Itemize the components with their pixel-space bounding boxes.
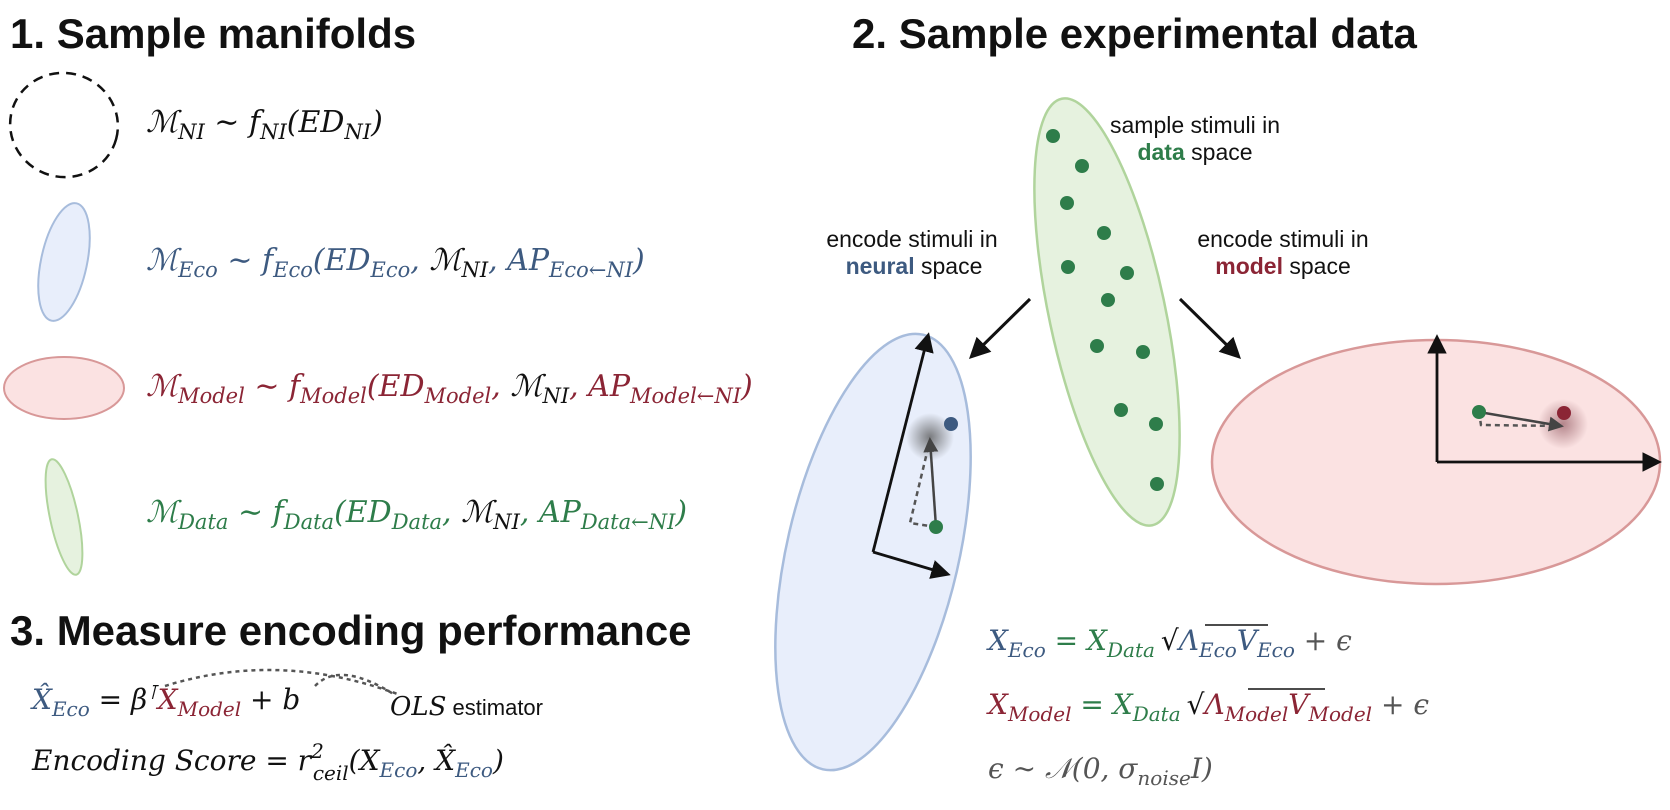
heading-sample-manifolds: 1. Sample manifolds — [10, 10, 416, 57]
manifold-eco-shape — [37, 202, 91, 322]
model-encoding-arrow — [1478, 410, 1564, 432]
data-space-point — [1149, 417, 1163, 431]
model-source-point — [1472, 405, 1486, 419]
formula-manifold-data: ℳData ∼ fData(EDData, ℳNI, APData←NI) — [146, 495, 687, 534]
neural-dotted-path — [908, 439, 937, 529]
equation-estimate: X̂Eco = β⊺XModel + b — [30, 680, 300, 721]
data-space-label-line2: data space — [1137, 139, 1252, 165]
equation-encoding-score: Encoding Score = r2 ceil(XEco, X̂Eco) — [31, 739, 504, 785]
neural-source-point — [929, 520, 943, 534]
ols-arc-beta — [164, 668, 401, 697]
heading-measure-encoding: 3. Measure encoding performance — [10, 607, 692, 654]
neural-encoded-point — [944, 417, 958, 431]
formula-manifold-model: ℳModel ∼ fModel(EDModel, ℳNI, APModel←NI… — [146, 369, 753, 408]
equation-x-model: XModel = XData √ΛModelVModel + ϵ — [986, 688, 1429, 726]
model-encoded-point — [1557, 406, 1571, 420]
ols-estimator-label: OLS estimator — [390, 692, 543, 722]
data-space-point — [1120, 266, 1134, 280]
neural-encoding-arrow — [923, 437, 939, 528]
manifold-model-shape — [3, 356, 125, 420]
formula-manifold-ni: ℳNI ∼ fNI(EDNI) — [146, 105, 383, 144]
data-space-point — [1046, 129, 1060, 143]
manifold-data-shape — [44, 458, 84, 576]
data-space-point — [1101, 293, 1115, 307]
equation-noise: ϵ ∼ 𝒩(0, σnoiseI) — [988, 752, 1213, 790]
neural-space-label-line1: encode stimuli in — [826, 226, 997, 252]
model-space-label-line1: encode stimuli in — [1197, 226, 1368, 252]
data-space-label-line1: sample stimuli in — [1110, 112, 1280, 138]
data-space-points — [1046, 129, 1164, 491]
arrow-to-model-space — [1178, 297, 1241, 359]
data-space-point — [1150, 477, 1164, 491]
data-space-point — [1090, 339, 1104, 353]
data-space-point — [1136, 345, 1150, 359]
data-space-point — [1114, 403, 1128, 417]
neural-space-label-line2: neural space — [846, 253, 983, 279]
manifold-ni-shape — [8, 71, 120, 179]
data-space-point — [1097, 226, 1111, 240]
model-space-label-line2: model space — [1215, 253, 1351, 279]
formula-manifold-eco: ℳEco ∼ fEco(EDEco, ℳNI, APEco←NI) — [146, 243, 645, 282]
arrow-to-neural-space — [969, 297, 1032, 359]
data-space-point — [1060, 196, 1074, 210]
data-space-point — [1061, 260, 1075, 274]
heading-sample-experimental-data: 2. Sample experimental data — [852, 10, 1418, 57]
neural-axis-2 — [872, 550, 951, 579]
ols-arc-b — [314, 673, 396, 697]
data-space-point — [1075, 159, 1089, 173]
neural-axis-1 — [871, 332, 934, 553]
neural-noise-glow — [906, 413, 954, 461]
equation-x-eco: XEco = XData √ΛEcoVEco + ϵ — [986, 624, 1352, 662]
